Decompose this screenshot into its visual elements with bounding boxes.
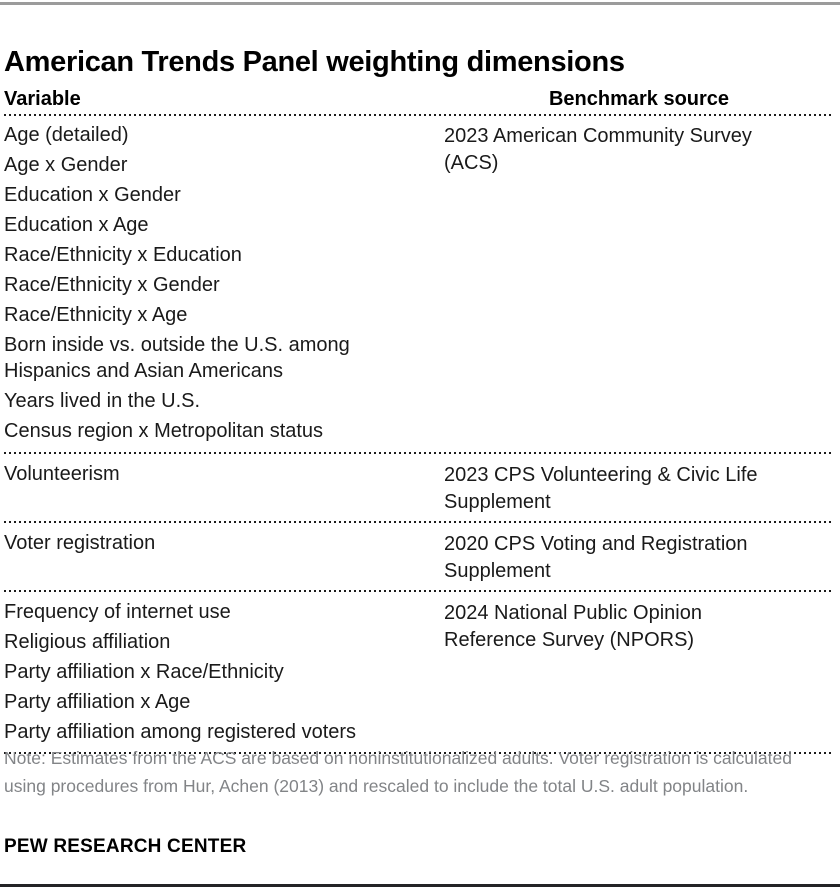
variable-cell: Age x Gender (4, 154, 128, 176)
variable-cell: Religious affiliation (4, 631, 171, 653)
variable-cell: Race/Ethnicity x Age (4, 304, 188, 326)
column-header-benchmark: Benchmark source (548, 88, 730, 110)
source-label: PEW RESEARCH CENTER (4, 836, 247, 857)
variable-cell: Census region x Metropolitan status (4, 420, 324, 442)
note-text: Note: Estimates from the ACS are based o… (4, 748, 792, 796)
table-header-row: Variable Benchmark source (4, 88, 834, 114)
benchmark-cell: 2020 CPS Voting and Registration Supplem… (444, 533, 748, 582)
variable-list: Age (detailed) Age x Gender Education x … (4, 120, 444, 446)
variable-cell: Education x Age (4, 214, 149, 236)
section-divider (4, 452, 834, 454)
variable-cell: Born inside vs. outside the U.S. among H… (4, 334, 350, 382)
variable-cell: Voter registration (4, 532, 156, 554)
benchmark-cell: 2023 CPS Volunteering & Civic Life Suppl… (444, 464, 758, 513)
section-divider (4, 521, 834, 523)
table-section-voter-registration: Voter registration 2020 CPS Voting and R… (4, 523, 834, 590)
variable-cell: Party affiliation x Race/Ethnicity (4, 661, 284, 683)
benchmark-cell: 2024 National Public Opinion Reference S… (444, 602, 702, 651)
top-rule (0, 2, 840, 5)
variable-cell: Party affiliation among registered voter… (4, 721, 357, 743)
variable-cell: Education x Gender (4, 184, 181, 206)
chart-title: American Trends Panel weighting dimensio… (4, 46, 625, 79)
variable-cell: Years lived in the U.S. (4, 390, 201, 412)
table-section-acs: Age (detailed) Age x Gender Education x … (4, 116, 834, 452)
column-header-variable: Variable (4, 88, 81, 110)
variable-list: Voter registration (4, 528, 444, 585)
bottom-rule (0, 884, 840, 887)
variable-cell: Race/Ethnicity x Education (4, 244, 242, 266)
variable-cell: Volunteerism (4, 463, 120, 485)
variable-cell: Race/Ethnicity x Gender (4, 274, 220, 296)
section-divider (4, 590, 834, 592)
variable-list: Volunteerism (4, 459, 444, 516)
section-divider (4, 752, 834, 754)
variable-cell: Party affiliation x Age (4, 691, 191, 713)
weighting-dimensions-table: Variable Benchmark source Age (detailed)… (4, 88, 834, 754)
header-divider (4, 114, 834, 116)
table-section-volunteering: Volunteerism 2023 CPS Volunteering & Civ… (4, 454, 834, 521)
variable-cell: Frequency of internet use (4, 601, 231, 623)
benchmark-cell: 2023 American Community Survey (ACS) (444, 125, 752, 174)
variable-cell: Age (detailed) (4, 124, 129, 146)
variable-list: Frequency of internet use Religious affi… (4, 597, 444, 747)
table-section-npors: Frequency of internet use Religious affi… (4, 592, 834, 752)
